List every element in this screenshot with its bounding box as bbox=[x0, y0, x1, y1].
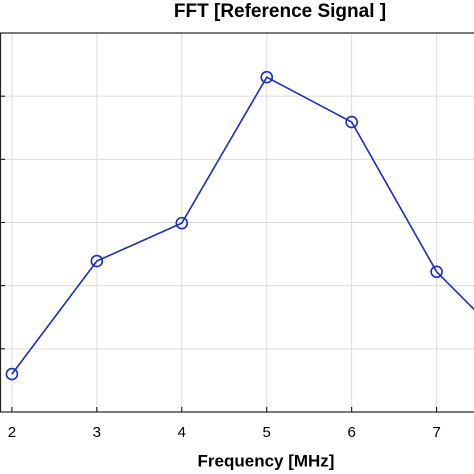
data-line bbox=[11, 76, 474, 375]
chart-title: FFT [Reference Signal ] bbox=[174, 1, 386, 22]
data-point bbox=[5, 367, 19, 381]
plot-frame bbox=[0, 32, 474, 413]
x-tick-label: 3 bbox=[93, 424, 101, 441]
x-tick-label: 4 bbox=[178, 424, 186, 441]
data-point bbox=[345, 115, 358, 129]
data-point bbox=[90, 254, 104, 268]
x-tick-label: 7 bbox=[432, 424, 440, 441]
x-axis-label: Frequency [MHz] bbox=[198, 451, 335, 470]
plot-area bbox=[0, 32, 474, 413]
data-point bbox=[430, 265, 443, 279]
data-point bbox=[175, 216, 189, 230]
x-tick-label: 6 bbox=[348, 424, 356, 441]
data-point bbox=[260, 70, 274, 84]
x-tick-label: 5 bbox=[263, 424, 271, 441]
x-tick-label: 2 bbox=[8, 424, 16, 441]
